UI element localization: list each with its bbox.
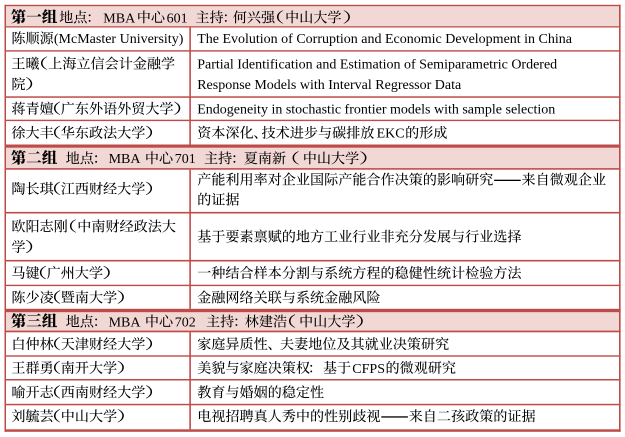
svg-text:601: 601 [167,11,188,26]
svg-text:MBA: MBA [103,11,136,26]
svg-text:MBA: MBA [109,315,142,330]
svg-text:EKC: EKC [377,127,405,142]
svg-text:Partial Identification and Est: Partial Identification and Estimation of… [197,58,557,73]
svg-text:Endogeneity in stochastic fron: Endogeneity in stochastic frontier model… [197,103,555,118]
svg-text:702: 702 [175,315,196,330]
svg-text:CFPS: CFPS [352,362,385,377]
svg-text:The Evolution of Corruption an: The Evolution of Corruption and Economic… [197,32,573,47]
svg-text:(McMaster University): (McMaster University) [54,32,184,47]
svg-text:MBA: MBA [109,152,142,167]
svg-text:701: 701 [175,152,196,167]
svg-text:Response Models with Interval: Response Models with Interval Regressor … [197,78,462,93]
